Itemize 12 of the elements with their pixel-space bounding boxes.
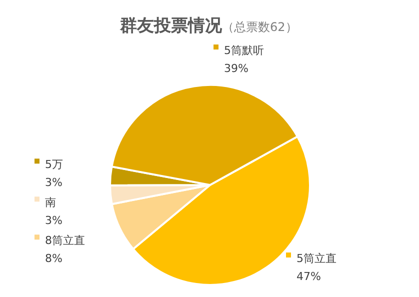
- legend-label: 8筒立直: [45, 234, 85, 248]
- data-label: 3%: [45, 176, 62, 190]
- data-label: 8%: [45, 252, 62, 266]
- chart-subtitle: （总票数62）: [222, 20, 298, 34]
- data-label: 39%: [224, 62, 248, 75]
- data-label: 3%: [45, 214, 62, 228]
- chart-title: 群友投票情况: [119, 16, 223, 36]
- legend-label: 5筒默听: [224, 44, 264, 57]
- data-label: 47%: [296, 270, 321, 283]
- legend-label: 5筒立直: [296, 252, 336, 265]
- legend-label: 5万: [45, 158, 63, 172]
- legend-label: 南: [45, 196, 56, 210]
